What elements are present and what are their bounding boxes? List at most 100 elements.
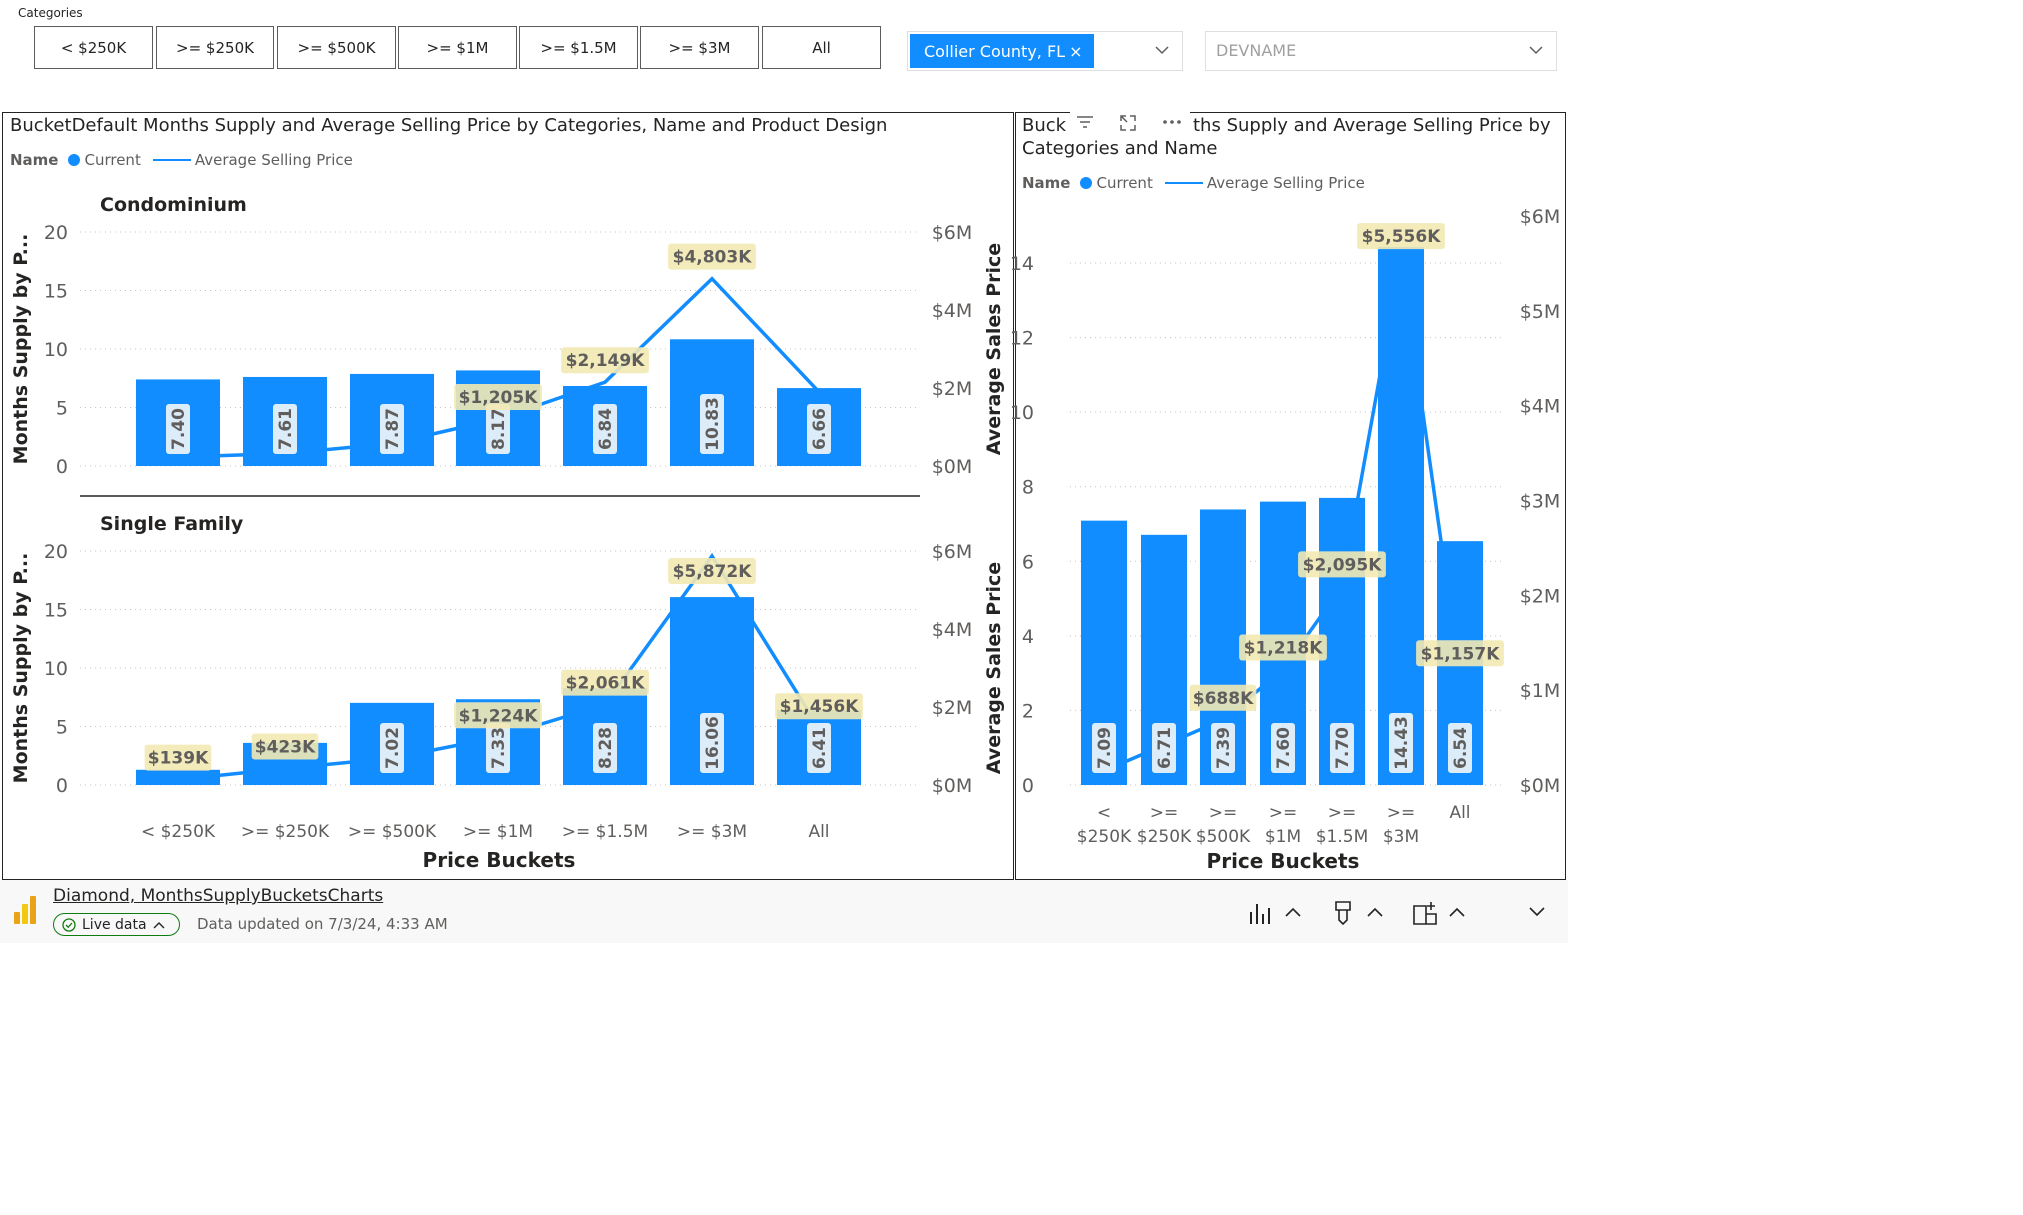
x-tick-label: < <box>1097 803 1111 823</box>
line-data-label: $5,872K <box>673 562 753 582</box>
legend-current[interactable]: Current <box>84 151 141 169</box>
y2-tick-label: $4M <box>932 619 973 641</box>
y2-tick-label: $4M <box>932 300 973 322</box>
bar <box>1378 246 1424 785</box>
panel-title: Condominium <box>100 194 247 216</box>
line-label-bg <box>668 558 756 584</box>
panel-title: Single Family <box>100 513 244 535</box>
slicer-button-250k[interactable]: >= $250K <box>156 26 274 69</box>
line-label-bg <box>1189 684 1257 711</box>
x-axis-title: Price Buckets <box>423 848 576 872</box>
bar-label-bg <box>486 404 510 454</box>
y-tick-label: 6 <box>1022 551 1034 573</box>
legend-average-selling-price[interactable]: Average Selling Price <box>194 151 353 169</box>
chevron-up-icon[interactable] <box>1284 906 1302 918</box>
legend-average-selling-price[interactable]: Average Selling Price <box>1206 174 1365 192</box>
y2-axis-title: Average Sales Price <box>983 562 1005 774</box>
bar-data-label: 10.83 <box>703 397 723 451</box>
slicer-button-1m[interactable]: >= $1M <box>398 26 517 69</box>
y-tick-label: 0 <box>56 456 68 478</box>
y2-tick-label: $4M <box>1520 396 1561 418</box>
x-tick-label: >= $500K <box>348 822 437 842</box>
y-axis-title: Months Supply by P... <box>10 234 32 465</box>
y-tick-label: 20 <box>44 222 68 244</box>
slicer-button-all[interactable]: All <box>762 26 881 69</box>
x-tick-label: $1.5M <box>1316 827 1369 847</box>
line-data-label: $1,157K <box>1421 644 1501 664</box>
line-label-bg <box>251 733 319 760</box>
bar-data-label: 6.41 <box>810 727 830 769</box>
county-dropdown[interactable]: Collier County, FL × <box>907 31 1183 71</box>
line-data-label: $688K <box>1193 689 1254 709</box>
check-circle-icon <box>62 917 76 932</box>
x-tick-label: All <box>808 822 829 842</box>
line-label-bg <box>1298 551 1386 578</box>
pages-icon[interactable] <box>1412 900 1440 926</box>
live-data-label: Live data <box>82 916 147 933</box>
y-tick-label: 10 <box>1010 402 1034 424</box>
y2-tick-label: $6M <box>932 541 973 563</box>
line-label-bg <box>1416 640 1504 667</box>
bar-data-label: 8.17 <box>489 408 509 450</box>
live-data-pill[interactable]: Live data <box>53 913 180 936</box>
bar-data-label: 6.66 <box>810 408 830 450</box>
y-tick-label: 12 <box>1010 328 1034 350</box>
legend-current[interactable]: Current <box>1096 174 1153 192</box>
y-tick-label: 10 <box>44 658 68 680</box>
power-bi-logo-icon <box>14 896 36 924</box>
chevron-down-icon[interactable] <box>1528 42 1544 58</box>
chevron-down-icon[interactable] <box>1154 42 1170 58</box>
y2-tick-label: $3M <box>1520 491 1561 513</box>
focus-mode-icon[interactable] <box>1118 113 1138 133</box>
report-name-link[interactable]: Diamond, MonthsSupplyBucketsCharts <box>53 886 384 906</box>
bar-label-bg <box>593 404 617 454</box>
chevron-down-icon[interactable] <box>1528 906 1546 918</box>
y2-tick-label: $0M <box>932 456 973 478</box>
bar-label-bg <box>1092 723 1116 773</box>
line-data-label: $2,095K <box>1303 555 1383 575</box>
x-tick-label: >= $1.5M <box>562 822 648 842</box>
x-tick-label: >= <box>1387 803 1416 823</box>
bar-label-bg <box>807 723 831 773</box>
x-axis-title: Price Buckets <box>1207 849 1360 873</box>
y2-tick-label: $2M <box>932 697 973 719</box>
county-chip: Collier County, FL × <box>910 34 1095 68</box>
bar-label-bg <box>700 394 724 454</box>
clear-icon[interactable]: × <box>1069 41 1083 61</box>
x-tick-label: >= <box>1269 803 1298 823</box>
slicer-button-lt-250k[interactable]: < $250K <box>34 26 153 69</box>
line-label-bg <box>1357 223 1445 250</box>
chevron-up-icon[interactable] <box>1366 906 1384 918</box>
y-tick-label: 2 <box>1022 700 1034 722</box>
slicer-button-500k[interactable]: >= $500K <box>277 26 396 69</box>
y2-tick-label: $5M <box>1520 301 1561 323</box>
visuals-icon[interactable] <box>1248 900 1274 926</box>
y-tick-label: 15 <box>44 600 68 622</box>
slicer-button-3m[interactable]: >= $3M <box>640 26 759 69</box>
bar-label-bg <box>1152 723 1176 773</box>
right-chart-title-part1: Buck <box>1022 115 1067 136</box>
y2-tick-label: $0M <box>1520 775 1561 797</box>
legend-line-icon <box>152 159 191 161</box>
bar-label-bg <box>1448 723 1472 773</box>
y-tick-label: 5 <box>56 398 68 420</box>
x-tick-label: >= <box>1209 803 1238 823</box>
filter-icon[interactable] <box>1076 114 1094 132</box>
line-data-label: $1,205K <box>459 388 539 408</box>
line-data-label: $2,061K <box>566 674 646 694</box>
bar-label-bg <box>1211 723 1235 773</box>
more-options-icon[interactable] <box>1162 119 1182 125</box>
bar <box>136 769 220 785</box>
line-data-label: $1,224K <box>459 706 539 726</box>
chevron-up-icon[interactable] <box>1448 906 1466 918</box>
bookmark-icon[interactable] <box>1332 900 1354 926</box>
bar-data-label: 7.61 <box>276 408 296 450</box>
right-chart-title-line2: Categories and Name <box>1022 138 1218 159</box>
bar-data-label: 7.33 <box>489 727 509 769</box>
x-tick-label: >= $250K <box>241 822 330 842</box>
slicer-button-1-5m[interactable]: >= $1.5M <box>519 26 638 69</box>
devname-dropdown[interactable]: DEVNAME <box>1205 31 1557 71</box>
bar-data-label: 7.87 <box>383 408 403 450</box>
bar-data-label: 16.06 <box>703 716 723 770</box>
y2-axis-title: Average Sales Price <box>983 243 1005 455</box>
